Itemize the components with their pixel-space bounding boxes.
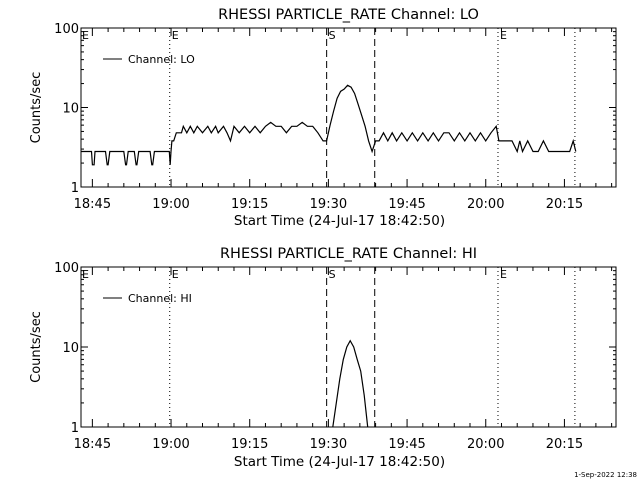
- x-tick-label: 19:45: [388, 437, 425, 452]
- x-tick-label: 20:15: [546, 437, 583, 452]
- event-marker-label: E: [172, 29, 179, 42]
- y-tick-label: 10: [62, 102, 79, 117]
- plot-frame: [80, 27, 617, 188]
- x-tick-label: 19:45: [388, 197, 425, 212]
- x-tick-label: 19:00: [152, 437, 189, 452]
- chart-title: RHESSI PARTICLE_RATE Channel: LO: [218, 7, 479, 23]
- x-tick-label: 19:00: [152, 197, 189, 212]
- event-marker-label: S: [329, 29, 336, 42]
- chart-panel-hi: RHESSI PARTICLE_RATE Channel: HI 1 10 100 18…: [29, 246, 617, 470]
- x-tick-label: 20:00: [467, 437, 504, 452]
- event-marker-label: E: [500, 29, 507, 42]
- y-tick-label: 10: [62, 341, 79, 356]
- y-tick-label: 100: [54, 261, 79, 276]
- legend-label: Channel: HI: [128, 292, 192, 305]
- x-tick-label: 18:45: [74, 197, 111, 212]
- y-axis-label: Counts/sec: [29, 311, 44, 383]
- event-marker-label: E: [82, 268, 89, 281]
- x-tick-label: 19:15: [231, 437, 268, 452]
- event-marker-label: E: [82, 29, 89, 42]
- y-tick-label: 1: [71, 181, 79, 196]
- y-tick-label: 100: [54, 22, 79, 37]
- x-axis-label: Start Time (24-Jul-17 18:42:50): [234, 213, 445, 229]
- y-axis-label: Counts/sec: [29, 72, 44, 144]
- series-line: [81, 84, 577, 166]
- y-tick-label: 1: [71, 421, 79, 436]
- x-axis-label: Start Time (24-Jul-17 18:42:50): [234, 454, 445, 470]
- footer-date: 1-Sep-2022 12:38: [574, 471, 637, 479]
- chart-panel-lo: RHESSI PARTICLE_RATE Channel: LO 1 10 100 18…: [29, 7, 617, 229]
- event-marker-label: E: [500, 268, 507, 281]
- x-tick-label: 19:15: [231, 197, 268, 212]
- legend-label: Channel: LO: [128, 53, 195, 66]
- x-tick-label: 19:30: [310, 437, 347, 452]
- series-line: [332, 339, 369, 428]
- x-tick-label: 20:00: [467, 197, 504, 212]
- event-marker-label: E: [172, 268, 179, 281]
- plot-frame: [80, 266, 617, 428]
- x-tick-label: 20:15: [546, 197, 583, 212]
- event-marker-label: S: [329, 268, 336, 281]
- x-tick-label: 19:30: [310, 197, 347, 212]
- x-tick-label: 18:45: [74, 437, 111, 452]
- chart-title: RHESSI PARTICLE_RATE Channel: HI: [220, 246, 477, 262]
